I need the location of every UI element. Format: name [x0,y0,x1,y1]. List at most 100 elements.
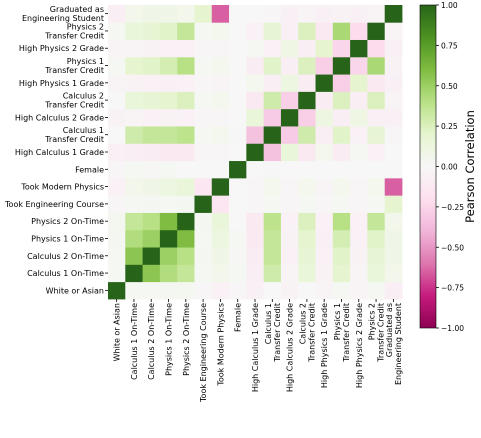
heatmap-cell-took-engineering-course-x-high-calculus-1-grade [246,195,265,213]
heatmap-cell-female-x-took-modern-physics [211,160,230,179]
colorbar-label: Pearson Correlation [463,110,477,223]
colorbar-tick-label: −0.25 [441,203,464,212]
heatmap-cell-high-physics-1-grade-x-high-calculus-1-grade [246,74,265,92]
heatmap-cell-physics-1-on-time-x-high-physics-1-grade [315,229,334,248]
heatmap-cell-white-or-asian-x-calculus-1-on-time [125,281,143,300]
heatmap-cell-high-calculus-2-grade-x-physics-2-on-time [177,108,195,127]
heatmap-cell-calculus-1-on-time-x-high-calculus-2-grade [280,264,299,283]
heatmap-cell-took-modern-physics-x-female [229,177,247,196]
y-tick-label-high-physics-1-grade: High Physics 1 Grade [19,79,104,88]
heatmap-cell-high-physics-2-grade-x-physics-2-on-time [177,39,195,58]
heatmap-cell-female-x-physics-1-on-time [159,160,178,179]
heatmap-cell-high-physics-1-grade-x-high-calculus-2-grade [280,74,299,92]
heatmap-cell-calculus-2-transfer-credit-x-physics-1-on-time [159,91,178,110]
y-tick-label-calculus-1-on-time: Calculus 1 On-Time [27,269,104,278]
heatmap-cell-physics-2-transfer-credit-x-high-calculus-1-grade [246,22,265,40]
heatmap-cell-female-x-high-calculus-2-grade [280,160,299,179]
heatmap-cell-high-calculus-2-grade-x-calculus-2-transfer-credit [298,108,316,127]
heatmap-cell-calculus-2-on-time-x-took-engineering-course [194,247,213,265]
heatmap-cell-white-or-asian-x-calculus-2-on-time [142,281,161,300]
heatmap-cell-calculus-2-transfer-credit-x-white-or-asian [108,91,126,110]
heatmap-cell-physics-2-on-time-x-calculus-1-transfer-credit [263,212,282,231]
heatmap-cell-calculus-2-transfer-credit-x-calculus-2-transfer-credit [298,91,316,110]
heatmap-cell-high-physics-2-grade-x-calculus-1-on-time [125,39,143,58]
heatmap-cell-high-calculus-1-grade-x-white-or-asian [108,143,126,162]
heatmap-cell-white-or-asian-x-high-calculus-1-grade [246,281,265,300]
y-tick-label-physics-1-on-time: Physics 1 On-Time [31,234,104,243]
heatmap-cell-physics-1-transfer-credit-x-took-engineering-course [194,56,213,75]
heatmap-cell-high-physics-1-grade-x-physics-1-transfer-credit [332,74,351,92]
heatmap-cell-high-calculus-2-grade-x-high-calculus-2-grade [280,108,299,127]
heatmap-cell-high-calculus-1-grade-x-graduated-as-engineering-student [384,143,403,162]
heatmap-cell-physics-2-on-time-x-took-modern-physics [211,212,230,231]
heatmap-cell-physics-2-on-time-x-high-physics-1-grade [315,212,334,231]
heatmap-cell-calculus-2-transfer-credit-x-calculus-1-on-time [125,91,143,110]
heatmap-cell-female-x-physics-2-transfer-credit [367,160,386,179]
heatmap-cell-physics-2-on-time-x-white-or-asian [108,212,126,231]
x-tick-label-white-or-asian: White or Asian [113,303,122,361]
heatmap-cell-took-engineering-course-x-physics-2-transfer-credit [367,195,386,213]
heatmap-cell-calculus-1-transfer-credit-x-calculus-2-transfer-credit [298,126,316,144]
heatmap-cell-calculus-2-on-time-x-high-calculus-1-grade [246,247,265,265]
heatmap-cell-physics-1-on-time-x-calculus-1-transfer-credit [263,229,282,248]
heatmap-cell-white-or-asian-x-took-modern-physics [211,281,230,300]
heatmap-cell-took-engineering-course-x-calculus-1-transfer-credit [263,195,282,213]
heatmap-cell-physics-2-on-time-x-calculus-1-on-time [125,212,143,231]
heatmap-cell-took-modern-physics-x-physics-1-transfer-credit [332,177,351,196]
y-tick-label-physics-1-transfer-credit: Physics 1 Transfer Credit [44,57,104,75]
heatmap-cell-white-or-asian-x-white-or-asian [108,281,126,300]
y-tick-label-white-or-asian: White or Asian [46,286,104,295]
heatmap-cell-white-or-asian-x-female [229,281,247,300]
heatmap-cell-calculus-1-on-time-x-high-calculus-1-grade [246,264,265,283]
heatmap-cell-physics-1-on-time-x-took-engineering-course [194,229,213,248]
heatmap-cell-took-modern-physics-x-physics-2-transfer-credit [367,177,386,196]
heatmap-cell-high-physics-1-grade-x-physics-2-transfer-credit [367,74,386,92]
heatmap-cell-high-physics-1-grade-x-high-physics-1-grade [315,74,334,92]
heatmap-cell-high-physics-2-grade-x-physics-1-on-time [159,39,178,58]
y-tick-label-high-calculus-2-grade: High Calculus 2 Grade [15,113,104,122]
heatmap-cell-calculus-2-on-time-x-white-or-asian [108,247,126,265]
heatmap-cell-white-or-asian-x-high-calculus-2-grade [280,281,299,300]
heatmap-cell-graduated-as-engineering-student-x-calculus-1-transfer-credit [263,5,282,23]
heatmap-cell-calculus-1-transfer-credit-x-physics-2-on-time [177,126,195,144]
heatmap-cell-physics-1-transfer-credit-x-high-physics-2-grade [350,56,368,75]
heatmap-cell-physics-1-transfer-credit-x-high-physics-1-grade [315,56,334,75]
heatmap-cell-took-engineering-course-x-high-physics-2-grade [350,195,368,213]
x-tick-label-physics-1-transfer-credit: Physics 1Transfer Credit [333,303,351,363]
heatmap-cell-physics-1-on-time-x-physics-1-on-time [159,229,178,248]
heatmap-cell-female-x-calculus-1-transfer-credit [263,160,282,179]
y-tick-label-calculus-1-transfer-credit: Calculus 1 Transfer Credit [44,126,104,144]
x-tick-label-high-physics-2-grade: High Physics 2 Grade [355,303,364,388]
heatmap-cell-took-modern-physics-x-took-engineering-course [194,177,213,196]
heatmap-cell-physics-2-on-time-x-physics-2-on-time [177,212,195,231]
heatmap-cell-took-engineering-course-x-physics-1-on-time [159,195,178,213]
heatmap-cell-physics-2-on-time-x-calculus-2-on-time [142,212,161,231]
heatmap-cell-calculus-1-on-time-x-calculus-2-transfer-credit [298,264,316,283]
heatmap-cell-high-physics-1-grade-x-female [229,74,247,92]
colorbar-tick-label: 0.50 [441,82,458,91]
colorbar-tick-label: −0.50 [441,243,464,252]
heatmap-cell-physics-1-on-time-x-calculus-2-on-time [142,229,161,248]
heatmap-cell-white-or-asian-x-physics-2-on-time [177,281,195,300]
heatmap-cell-took-modern-physics-x-high-calculus-1-grade [246,177,265,196]
heatmap-cell-graduated-as-engineering-student-x-white-or-asian [108,5,126,23]
heatmap-cell-female-x-graduated-as-engineering-student [384,160,403,179]
colorbar: 1.00 0.75 0.50 0.25 0.00 −0.25 −0.50 −0.75 −1.00… [419,1,477,333]
heatmap-cell-physics-2-transfer-credit-x-physics-2-on-time [177,22,195,40]
heatmap-cell-took-engineering-course-x-high-physics-1-grade [315,195,334,213]
heatmap-cell-graduated-as-engineering-student-x-calculus-2-on-time [142,5,161,23]
heatmap-cell-calculus-2-on-time-x-graduated-as-engineering-student [384,247,403,265]
heatmap-cell-physics-1-on-time-x-physics-2-on-time [177,229,195,248]
heatmap-cell-female-x-calculus-2-transfer-credit [298,160,316,179]
x-axis-tick-labels: White or Asian Calculus 1 On-Time Calculus… [113,299,403,403]
heatmap-cell-high-calculus-1-grade-x-calculus-1-on-time [125,143,143,162]
heatmap-cell-female-x-physics-2-on-time [177,160,195,179]
heatmap-cell-took-modern-physics-x-calculus-1-on-time [125,177,143,196]
x-tick-label-took-modern-physics: Took Modern Physics [216,303,225,387]
heatmap-cell-calculus-1-on-time-x-calculus-1-on-time [125,264,143,283]
heatmap-cell-took-modern-physics-x-high-calculus-2-grade [280,177,299,196]
heatmap-cell-calculus-1-on-time-x-calculus-1-transfer-credit [263,264,282,283]
heatmap-cell-high-calculus-2-grade-x-female [229,108,247,127]
heatmap-cell-graduated-as-engineering-student-x-high-calculus-2-grade [280,5,299,23]
